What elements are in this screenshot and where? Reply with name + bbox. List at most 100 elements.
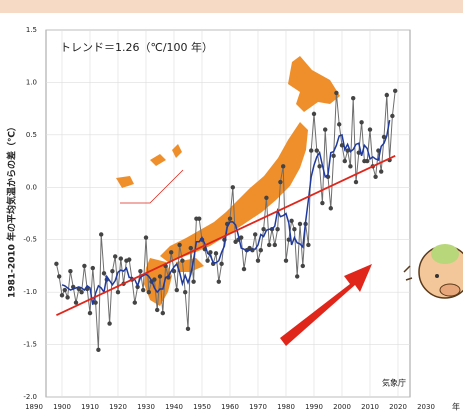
x-tick-label: 2010 (361, 403, 379, 411)
x-tick-label: 2000 (333, 403, 351, 411)
annual-point (188, 245, 193, 251)
annual-point (286, 237, 291, 242)
annual-point (185, 326, 191, 332)
source-note: 気象庁 (382, 378, 406, 388)
annual-point (197, 216, 202, 221)
annual-point (367, 127, 373, 132)
annual-point (390, 113, 395, 119)
annual-point (155, 307, 160, 313)
annual-point (59, 293, 65, 298)
annual-point (183, 289, 188, 295)
annual-point (73, 300, 79, 305)
x-tick-label: 1930 (137, 403, 155, 411)
annual-point (253, 232, 258, 237)
annual-point (295, 274, 300, 279)
annual-point (87, 310, 93, 316)
annual-point (54, 261, 59, 267)
character (403, 244, 463, 299)
annual-point (205, 258, 210, 263)
annual-point (171, 268, 177, 274)
y-axis-label: 1981-2010 年の平均気温からの差（℃） (6, 122, 18, 298)
annual-point (146, 289, 151, 295)
annual-point (107, 321, 112, 326)
top-band (0, 0, 463, 13)
annual-point (292, 227, 297, 232)
annual-point (309, 148, 314, 153)
annual-point (132, 300, 137, 305)
x-tick-label: 1990 (305, 403, 323, 411)
annual-point (381, 134, 387, 140)
annual-point (113, 254, 118, 259)
annual-point (90, 265, 96, 271)
annual-point (227, 216, 233, 221)
annual-point (320, 200, 325, 206)
x-tick-label: 1920 (109, 403, 127, 411)
annual-point (373, 174, 378, 179)
annual-point (79, 289, 84, 295)
annual-point (331, 153, 336, 159)
annual-point (110, 268, 115, 274)
annual-point (138, 268, 143, 274)
x-tick-label: 1970 (249, 403, 267, 411)
x-tick-label: 2030 (417, 403, 435, 411)
annual-point (216, 279, 221, 284)
annual-point (230, 185, 235, 190)
annual-point (213, 251, 219, 256)
inset-border (120, 169, 184, 204)
x-tick-label: 1910 (81, 403, 99, 411)
annual-point (314, 148, 319, 153)
y-tick-label: -0.5 (23, 236, 37, 244)
annual-point (118, 256, 124, 261)
annual-point (272, 242, 277, 248)
annual-point (96, 347, 101, 353)
annual-point (283, 258, 289, 263)
annual-point (264, 195, 269, 200)
y-tick-label: -2.0 (23, 393, 37, 401)
trend-annotation: トレンド＝1.26（℃/100 年） (60, 40, 213, 54)
annual-point (353, 179, 359, 185)
annual-point (351, 95, 356, 101)
annual-point (57, 274, 62, 279)
annual-point (281, 164, 286, 169)
annual-point (267, 242, 272, 248)
annual-point (169, 250, 174, 255)
trend-line (56, 155, 396, 317)
grid (46, 29, 410, 398)
annual-point (261, 227, 266, 232)
annual-point (219, 261, 224, 267)
annual-point (62, 287, 67, 293)
annual-point (82, 263, 87, 269)
marks (54, 88, 398, 353)
annual-point (93, 300, 98, 305)
annual-point (68, 268, 73, 274)
annual-point (101, 271, 107, 276)
annual-point (365, 158, 370, 164)
annual-point (297, 221, 303, 227)
annual-point (127, 257, 132, 262)
annual-point (317, 164, 322, 169)
annual-point (306, 242, 311, 248)
x-tick-label: 1960 (221, 403, 239, 411)
x-unit: 年 (452, 402, 460, 412)
y-tick-label: 0.5 (26, 131, 37, 139)
y-tick-label: -1.5 (23, 341, 37, 349)
x-tick-label: 1940 (165, 403, 183, 411)
arrow (280, 264, 372, 346)
annual-point (191, 279, 196, 284)
annual-point (393, 88, 398, 94)
annual-point (258, 248, 263, 253)
x-tick-label: 2020 (389, 403, 407, 411)
annual-point (180, 258, 185, 263)
annual-point (323, 127, 328, 132)
annual-point (311, 111, 317, 117)
annual-point (345, 148, 350, 153)
x-tick-label: 1950 (193, 403, 211, 411)
annual-point (328, 206, 333, 211)
running-mean-line (61, 120, 391, 305)
annual-point (334, 90, 339, 96)
x-tick-label: 1890 (25, 403, 43, 411)
annual-point (359, 120, 364, 125)
y-tick-label: 1.5 (26, 26, 37, 34)
annual-point (348, 164, 353, 169)
x-tick-label: 1900 (53, 403, 71, 411)
